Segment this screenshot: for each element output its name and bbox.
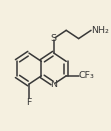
Text: S: S bbox=[51, 34, 57, 43]
Text: N: N bbox=[50, 80, 57, 89]
Text: NH₂: NH₂ bbox=[91, 26, 109, 35]
Text: CF₃: CF₃ bbox=[79, 71, 94, 80]
Text: F: F bbox=[26, 98, 32, 107]
